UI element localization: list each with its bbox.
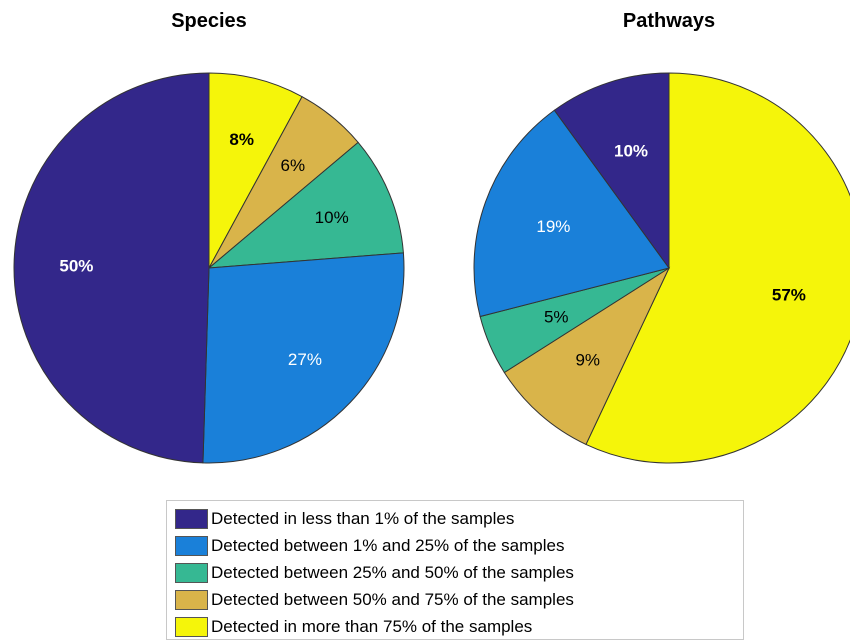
pathways-slice-1-to-25 [473,109,670,318]
species-chart-title: Species [171,10,247,32]
legend-item-50-to-75: Detected between 50% and 75% of the samp… [175,588,574,612]
species-slice-more-than-75 [208,72,303,269]
legend-label: Detected in less than 1% of the samples [211,509,515,528]
pathways-pie: 57% 9% 5% 19% 10% [473,72,850,464]
pathways-slice-less-than-1 [553,72,670,270]
species-slice-1-to-25-label: 27% [288,350,322,369]
legend-swatch [175,617,208,637]
pathways-slice-less-than-1-label: 10% [614,142,648,161]
legend-item-less-than-1: Detected in less than 1% of the samples [175,507,514,531]
pathways-slice-50-to-75 [503,266,671,446]
legend-item-1-to-25: Detected between 1% and 25% of the sampl… [175,534,564,558]
pathways-slice-more-than-75 [585,72,850,464]
pathways-slice-more-than-75-label: 57% [772,285,806,304]
pathways-chart-title: Pathways [622,10,716,32]
species-slice-more-than-75-label: 8% [229,130,254,149]
species-slice-less-than-1 [13,72,210,464]
pathways-slice-25-to-50-label: 5% [544,307,569,326]
species-slice-1-to-25 [202,252,405,464]
pathways-slice-50-to-75-label: 9% [575,351,600,370]
pie-charts: 8% 6% 10% 27% 50% 57% 9% 5% 19% 10% [13,72,850,464]
legend-label: Detected between 25% and 50% of the samp… [211,563,574,582]
legend-label: Detected between 1% and 25% of the sampl… [211,536,565,555]
legend-swatch [175,563,208,583]
pathways-slice-1-to-25-label: 19% [536,217,570,236]
legend-label: Detected in more than 75% of the samples [211,617,533,636]
legend-swatch [175,536,208,556]
legend-item-25-to-50: Detected between 25% and 50% of the samp… [175,561,574,585]
species-slice-50-to-75-label: 6% [281,156,306,175]
legend-label: Detected between 50% and 75% of the samp… [211,590,574,609]
legend: Detected in less than 1% of the samples … [166,500,744,640]
legend-item-more-than-75: Detected in more than 75% of the samples [175,615,532,639]
species-slice-25-to-50 [207,141,404,269]
legend-swatch [175,509,208,529]
species-slice-less-than-1-label: 50% [59,256,93,275]
species-pie: 8% 6% 10% 27% 50% [13,72,405,464]
legend-swatch [175,590,208,610]
species-slice-25-to-50-label: 10% [315,208,349,227]
